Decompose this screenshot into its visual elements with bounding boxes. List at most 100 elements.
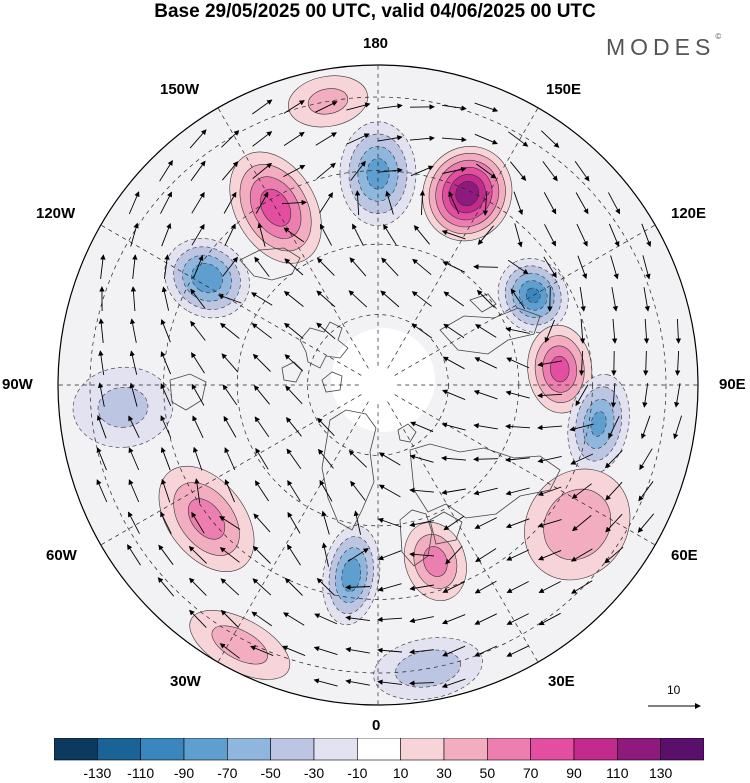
wind-vector: [160, 446, 171, 471]
wind-vector: [346, 133, 370, 145]
wind-vector: [510, 288, 526, 310]
anomaly-contour: [341, 558, 362, 593]
wind-vector: [571, 483, 592, 499]
meridian-line: [217, 401, 369, 663]
wind-vector: [283, 612, 305, 626]
wind-vector: [641, 223, 652, 248]
map-border: [57, 64, 699, 706]
wind-vector: [473, 423, 498, 430]
wind-vector: [377, 517, 402, 528]
wind-vector: [254, 256, 270, 277]
wind-vector: [223, 415, 237, 438]
anomaly-centre: [322, 525, 381, 626]
wind-vector: [98, 350, 105, 375]
wind-vector: [608, 223, 620, 247]
colorbar-cell: [400, 738, 445, 761]
wind-vector: [160, 383, 172, 407]
logo-copyright-mark: ©: [715, 32, 722, 41]
wind-vector: [442, 356, 465, 370]
wind-vector: [474, 133, 498, 145]
meridian-line: [217, 107, 369, 369]
wind-vector: [315, 101, 338, 113]
wind-vector: [221, 161, 239, 181]
wind-vector: [316, 257, 335, 276]
wind-vector: [287, 480, 301, 502]
wind-vector: [474, 580, 497, 594]
wind-vector: [569, 423, 594, 432]
colorbar-cell: [660, 738, 704, 761]
wind-vector: [191, 383, 205, 406]
wind-vector: [128, 479, 140, 503]
colorbar: [54, 738, 704, 761]
wind-vector: [441, 455, 467, 461]
wind-vector: [252, 578, 272, 596]
wind-vector: [378, 452, 401, 466]
anomaly-centre: [567, 374, 630, 474]
colorbar-tick-label: 110: [606, 765, 629, 781]
wind-vector: [572, 515, 592, 532]
wind-vector: [194, 478, 201, 503]
wind-vector: [129, 382, 138, 407]
wind-vector: [576, 223, 588, 247]
wind-vector: [284, 354, 304, 372]
wind-vector: [221, 130, 240, 148]
wind-vector: [160, 191, 172, 214]
wind-vector: [254, 416, 270, 438]
wind-vector: [537, 360, 562, 367]
wind-vector: [345, 584, 371, 591]
wind-vector: [284, 258, 304, 276]
anomaly-contour: [423, 546, 448, 577]
wind-vector: [284, 322, 304, 339]
anomaly-contour: [549, 355, 570, 383]
colorbar-cell: [140, 738, 185, 761]
wind-vector: [474, 102, 499, 112]
wind-vector: [442, 389, 466, 401]
wind-vector: [161, 286, 170, 311]
wind-vector: [385, 190, 394, 215]
wind-vector: [253, 385, 270, 405]
wind-vector: [505, 326, 530, 334]
wind-vector: [474, 357, 497, 369]
anomaly-centre: [339, 121, 417, 227]
wind-vector: [255, 447, 269, 470]
wind-vector: [313, 678, 338, 687]
wind-vector: [543, 256, 557, 278]
eurasia-coast: [409, 443, 561, 545]
wind-vector: [506, 357, 530, 369]
wind-vector: [611, 287, 618, 312]
wind-vector: [316, 290, 336, 308]
wind-vector: [377, 583, 402, 592]
wind-vector: [605, 513, 623, 533]
wind-vector: [409, 520, 434, 528]
wind-vector: [160, 511, 172, 534]
wind-vector: [188, 545, 207, 564]
wind-vector: [419, 190, 426, 216]
wind-vector: [579, 287, 586, 312]
wind-vector: [579, 318, 586, 344]
anomaly-centre: [158, 465, 255, 573]
wind-vector: [193, 446, 203, 471]
coastlines: [169, 247, 561, 567]
wind-vector: [475, 324, 497, 338]
wind-vector: [283, 100, 305, 114]
wind-vector: [345, 678, 370, 686]
wind-vector: [190, 160, 206, 181]
wind-vector: [474, 517, 497, 529]
colorbar-tick-label: -90: [173, 765, 195, 781]
colorbar-tick-label: 90: [566, 765, 582, 781]
wind-vector: [354, 190, 361, 216]
colorbar-cell: [443, 738, 488, 761]
arctic-archipelago-coast: [281, 321, 349, 393]
wind-vector: [506, 549, 530, 561]
wind-vector: [577, 255, 588, 280]
wind-vector: [319, 223, 332, 246]
wind-vector: [191, 511, 205, 534]
meridian-line: [394, 394, 656, 546]
wind-vector: [130, 222, 139, 247]
wind-vector: [282, 645, 306, 657]
wind-vector: [319, 192, 333, 214]
wind-vector: [252, 353, 271, 372]
wind-vector: [348, 290, 368, 308]
wind-vector: [411, 291, 432, 307]
wind-vector: [547, 286, 553, 312]
